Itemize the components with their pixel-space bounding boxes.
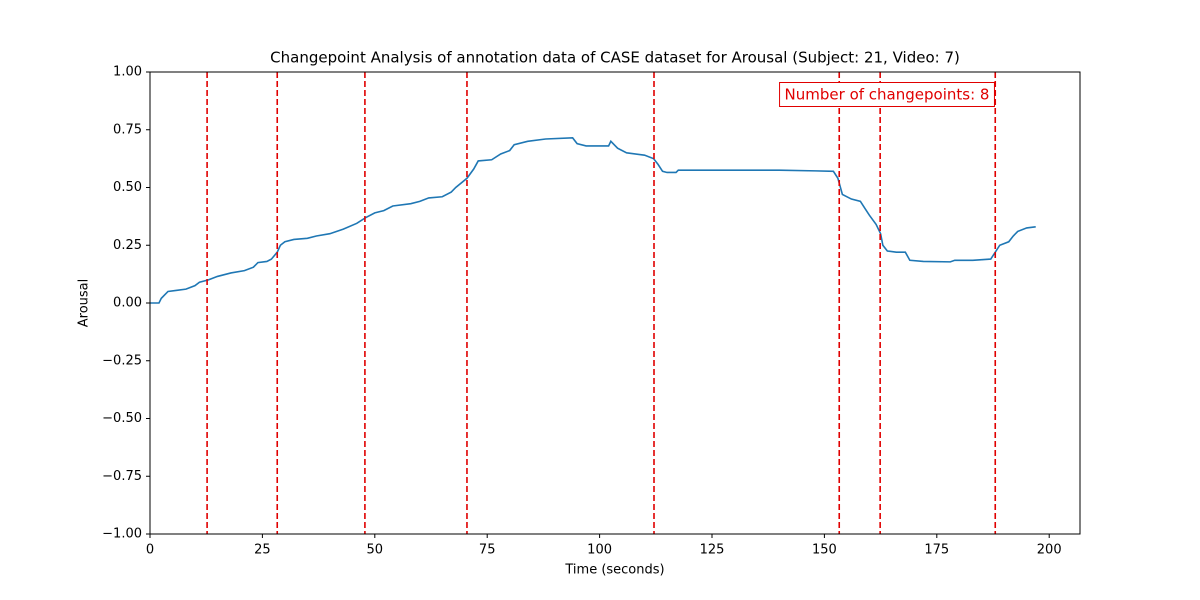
y-tick-label: 0.00 — [113, 296, 142, 311]
x-tick-label: 175 — [924, 543, 949, 558]
x-tick-label: 150 — [812, 543, 837, 558]
x-tick-label: 50 — [367, 543, 384, 558]
x-tick-label: 75 — [479, 543, 496, 558]
x-tick-label: 125 — [700, 543, 725, 558]
y-tick-label: −0.75 — [102, 469, 142, 484]
x-tick-label: 25 — [254, 543, 271, 558]
x-tick-label: 200 — [1037, 543, 1062, 558]
y-tick-label: 0.50 — [113, 180, 142, 195]
y-tick-label: −0.25 — [102, 353, 142, 368]
annotation: Number of changepoints: 8 — [785, 86, 990, 104]
x-axis-label: Time (seconds) — [564, 563, 664, 578]
y-tick-label: −1.00 — [102, 527, 142, 542]
annotation-box — [779, 82, 995, 107]
y-tick-label: 0.75 — [113, 122, 142, 137]
y-tick-label: 0.25 — [113, 238, 142, 253]
y-tick-label: 1.00 — [113, 65, 142, 80]
x-tick-label: 100 — [587, 543, 612, 558]
data-line — [150, 137, 1036, 304]
x-tick-label: 0 — [146, 543, 154, 558]
plot-frame — [149, 71, 1081, 535]
y-tick-label: −0.50 — [102, 411, 142, 426]
chart-title: Changepoint Analysis of annotation data … — [270, 49, 960, 67]
y-axis-label: Arousal — [77, 279, 92, 328]
